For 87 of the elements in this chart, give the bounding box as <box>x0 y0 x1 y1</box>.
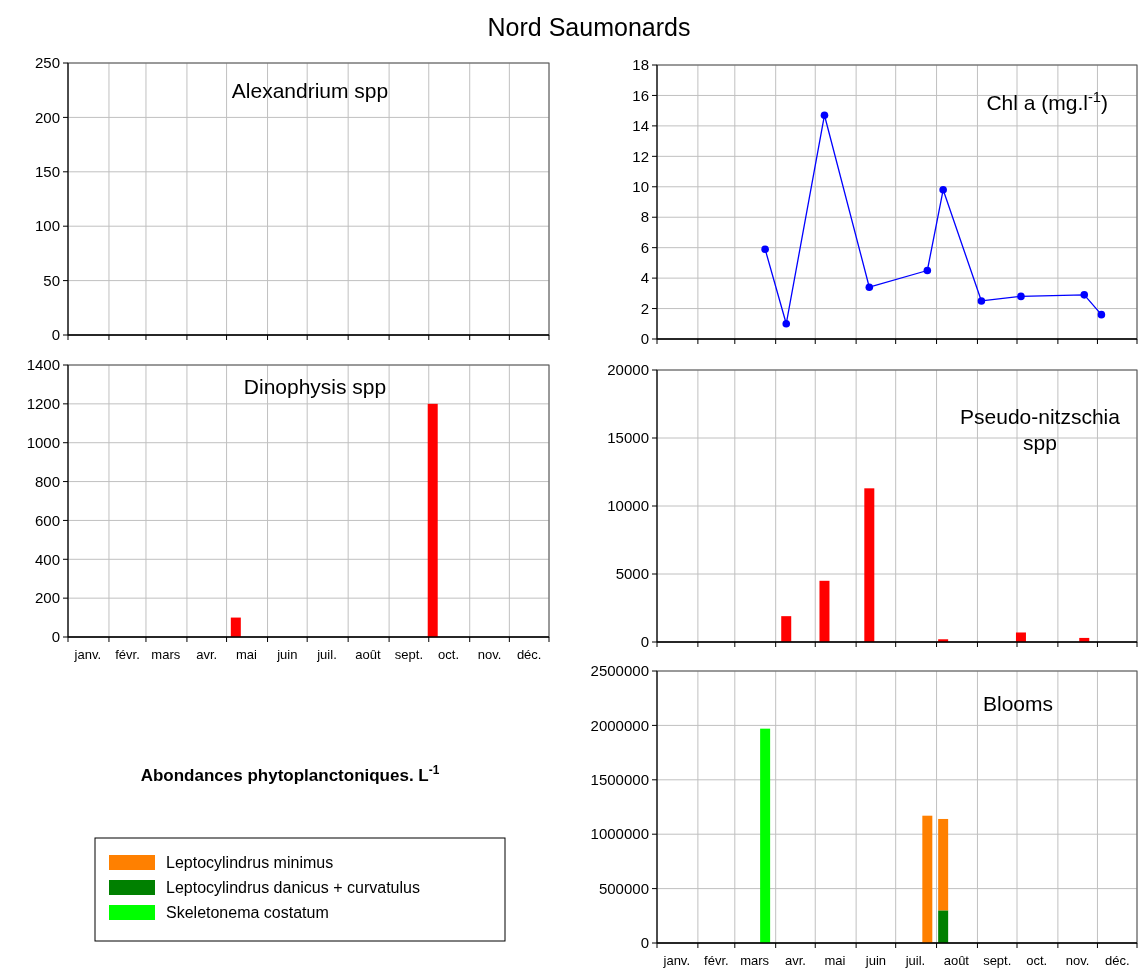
y-tick-label: 2500000 <box>590 662 649 680</box>
y-tick-label: 1400 <box>26 356 60 374</box>
y-tick-label: 0 <box>51 326 60 344</box>
point <box>1017 292 1025 301</box>
text: Pseudo-nitzschia spp <box>960 405 1121 454</box>
y-tick-label: 18 <box>632 56 649 74</box>
bar <box>781 616 792 642</box>
x-tick-label: juin <box>864 953 887 968</box>
y-tick-label: 150 <box>34 163 60 181</box>
x-tick-label: mai <box>235 647 257 662</box>
x-tick-label: avr. <box>784 953 806 968</box>
y-tick-label: 0 <box>640 633 649 651</box>
y-tick-label: 15000 <box>607 429 649 447</box>
y-tick-label: 10000 <box>607 497 649 515</box>
x-tick-label: juil. <box>316 647 337 662</box>
x-tick-label: avr. <box>196 647 218 662</box>
y-tick-label: 4 <box>640 269 649 287</box>
x-tick-label: mars <box>740 953 770 968</box>
x-tick-label: nov. <box>1065 953 1090 968</box>
y-tick-label: 1000 <box>26 433 60 451</box>
text: Abondances phytoplanctoniques. L$^{-1}$ <box>140 763 440 785</box>
x-tick-label: déc. <box>1104 953 1130 968</box>
point <box>939 186 947 194</box>
x-tick-label: janv. <box>73 647 102 662</box>
y-tick-label: 16 <box>632 86 649 104</box>
text: Alexandrium spp <box>231 79 389 102</box>
legend-label: Leptocylindrus danicus + curvatulus <box>166 879 420 896</box>
bar <box>760 728 771 943</box>
x-tick-label: févr. <box>115 647 140 662</box>
y-tick-label: 10 <box>632 178 649 196</box>
y-tick-label: 14 <box>632 117 649 135</box>
point <box>865 283 874 292</box>
y-tick-label: 2 <box>640 299 649 317</box>
bar <box>864 488 875 642</box>
point <box>820 111 829 120</box>
bar <box>938 910 949 943</box>
y-tick-label: 6 <box>640 238 649 256</box>
x-tick-label: oct. <box>1026 953 1048 968</box>
point <box>782 319 791 328</box>
point <box>1097 310 1106 319</box>
x-tick-label: déc. <box>516 647 542 662</box>
y-tick-label: 0 <box>51 628 60 646</box>
x-tick-label: nov. <box>477 647 502 662</box>
y-tick-label: 200 <box>34 589 60 607</box>
x-tick-label: sept. <box>394 647 424 662</box>
x-tick-label: janv. <box>662 953 691 968</box>
x-tick-label: mars <box>151 647 181 662</box>
x-tick-label: mai <box>824 953 846 968</box>
y-tick-label: 500000 <box>598 879 649 897</box>
x-tick-label: sept. <box>983 953 1012 968</box>
point <box>761 245 769 253</box>
text: Blooms <box>982 692 1054 715</box>
y-tick-label: 100 <box>34 217 60 235</box>
x-tick-label: août <box>943 953 970 968</box>
y-tick-label: 1200 <box>26 395 60 413</box>
legend-label: Skeletonema costatum <box>166 904 329 921</box>
y-tick-label: 5000 <box>615 565 649 583</box>
y-tick-label: 400 <box>34 550 60 568</box>
bar <box>1015 632 1026 642</box>
y-tick-label: 250 <box>34 54 60 72</box>
x-tick-label: juil. <box>904 953 926 968</box>
y-tick-label: 1000000 <box>590 825 649 843</box>
bar <box>938 818 949 911</box>
point <box>923 266 932 275</box>
y-tick-label: 800 <box>34 472 60 490</box>
x-tick-label: oct. <box>438 647 460 662</box>
y-tick-label: 2000000 <box>590 716 649 734</box>
y-tick-label: 0 <box>640 934 649 952</box>
x-tick-label: févr. <box>704 953 729 968</box>
legend-label: Leptocylindrus minimus <box>166 854 334 871</box>
bar <box>819 580 830 642</box>
bar <box>922 815 933 943</box>
text: Nord Saumonards <box>487 13 691 41</box>
y-tick-label: 12 <box>632 147 649 165</box>
y-tick-label: 200 <box>34 108 60 126</box>
text: Chl a (mg.l$^{-1}$) <box>986 89 1108 114</box>
y-tick-label: 600 <box>34 511 60 529</box>
y-tick-label: 50 <box>43 271 60 289</box>
x-tick-label: juin <box>276 647 298 662</box>
y-tick-label: 20000 <box>607 361 649 379</box>
point <box>1080 291 1089 299</box>
text: Dinophysis spp <box>243 375 387 398</box>
x-tick-label: août <box>355 647 381 662</box>
point <box>977 297 986 305</box>
y-tick-label: 0 <box>640 330 649 348</box>
y-tick-label: 1500000 <box>590 771 649 789</box>
y-tick-label: 8 <box>640 208 649 226</box>
